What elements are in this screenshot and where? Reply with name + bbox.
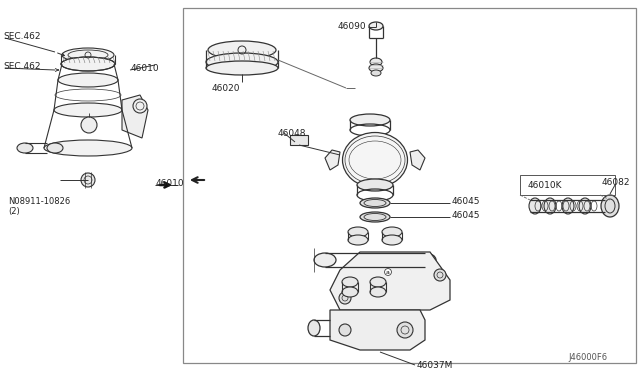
Ellipse shape bbox=[314, 253, 336, 267]
Bar bbox=[520, 175, 615, 195]
Ellipse shape bbox=[369, 22, 383, 30]
Polygon shape bbox=[330, 252, 450, 310]
Text: N08911-10826
(2): N08911-10826 (2) bbox=[8, 197, 70, 217]
Ellipse shape bbox=[382, 235, 402, 245]
Ellipse shape bbox=[360, 198, 390, 208]
Ellipse shape bbox=[44, 140, 132, 156]
Ellipse shape bbox=[62, 48, 114, 62]
Ellipse shape bbox=[370, 287, 386, 297]
Text: 46010K: 46010K bbox=[528, 180, 563, 189]
Ellipse shape bbox=[579, 198, 591, 214]
Text: SEC.462: SEC.462 bbox=[3, 32, 40, 41]
Circle shape bbox=[81, 117, 97, 133]
Circle shape bbox=[339, 324, 351, 336]
Text: 46020: 46020 bbox=[212, 83, 240, 93]
Text: 46045: 46045 bbox=[452, 211, 481, 219]
Circle shape bbox=[397, 322, 413, 338]
Polygon shape bbox=[410, 150, 425, 170]
Circle shape bbox=[81, 173, 95, 187]
Ellipse shape bbox=[562, 198, 574, 214]
Circle shape bbox=[339, 292, 351, 304]
Ellipse shape bbox=[601, 195, 619, 217]
Text: SEC.462: SEC.462 bbox=[3, 61, 40, 71]
Ellipse shape bbox=[208, 41, 276, 59]
Bar bbox=[183, 8, 636, 363]
Ellipse shape bbox=[308, 320, 320, 336]
Text: 46090: 46090 bbox=[338, 22, 367, 31]
Ellipse shape bbox=[369, 64, 383, 72]
Polygon shape bbox=[122, 95, 148, 138]
Ellipse shape bbox=[357, 179, 393, 191]
Ellipse shape bbox=[342, 132, 408, 187]
Ellipse shape bbox=[206, 53, 278, 71]
Ellipse shape bbox=[371, 70, 381, 76]
Text: 46082: 46082 bbox=[602, 177, 630, 186]
Ellipse shape bbox=[348, 235, 368, 245]
Ellipse shape bbox=[342, 287, 358, 297]
Text: 46048: 46048 bbox=[278, 128, 307, 138]
Ellipse shape bbox=[61, 57, 115, 71]
Text: 46010: 46010 bbox=[156, 179, 184, 187]
Circle shape bbox=[133, 99, 147, 113]
Ellipse shape bbox=[350, 114, 390, 126]
Bar bbox=[290, 135, 308, 145]
Ellipse shape bbox=[17, 143, 33, 153]
Ellipse shape bbox=[382, 227, 402, 237]
Polygon shape bbox=[330, 310, 425, 350]
Ellipse shape bbox=[360, 212, 390, 222]
Text: a: a bbox=[386, 269, 390, 275]
Ellipse shape bbox=[47, 143, 63, 153]
Ellipse shape bbox=[529, 198, 541, 214]
Ellipse shape bbox=[370, 58, 382, 66]
Polygon shape bbox=[325, 150, 340, 170]
Ellipse shape bbox=[342, 277, 358, 287]
Ellipse shape bbox=[414, 253, 436, 267]
Text: 46037M: 46037M bbox=[417, 360, 453, 369]
Ellipse shape bbox=[348, 227, 368, 237]
Ellipse shape bbox=[58, 73, 118, 87]
Ellipse shape bbox=[54, 103, 122, 117]
Text: 46045: 46045 bbox=[452, 196, 481, 205]
Ellipse shape bbox=[206, 61, 278, 75]
Text: J46000F6: J46000F6 bbox=[568, 353, 607, 362]
Text: 46010: 46010 bbox=[131, 64, 159, 73]
Ellipse shape bbox=[544, 198, 556, 214]
Ellipse shape bbox=[370, 277, 386, 287]
Circle shape bbox=[434, 269, 446, 281]
